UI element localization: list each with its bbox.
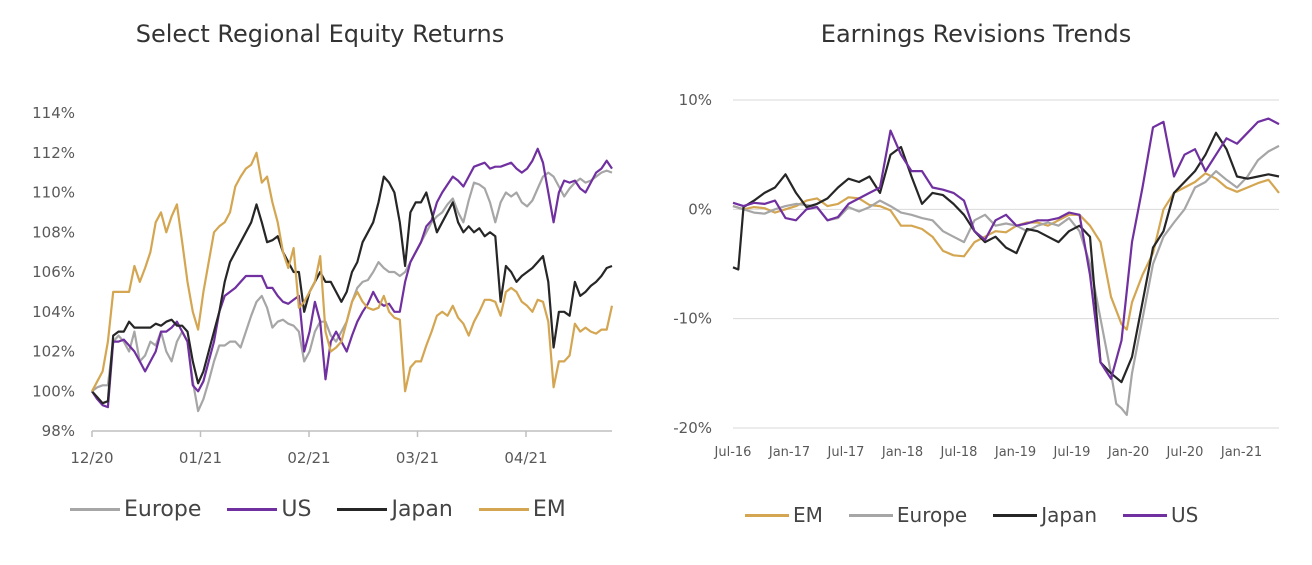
x-tick-label: Jan-18 [881, 445, 923, 460]
x-tick-label: 03/21 [396, 449, 439, 467]
x-tick-label: Jul-16 [714, 445, 752, 460]
y-tick-label: 106% [32, 263, 75, 281]
series-line-europe [91, 169, 613, 413]
legend-item-em: EM [478, 497, 566, 522]
y-tick-label: 98% [42, 422, 75, 440]
legend-swatch-us [227, 508, 278, 511]
y-tick-label: 110% [32, 184, 75, 202]
y-tick-label: 112% [32, 144, 75, 162]
legend: EM Europe Japan US [745, 503, 1198, 527]
legend-swatch-japan [337, 508, 388, 511]
legend-swatch-em [745, 513, 789, 517]
legend-label: EM [532, 497, 566, 522]
earnings-revisions-chart: -20% -10% 0% 10% Jul-16 Jan-17 Jul-17 Jan-18 Jul… [673, 91, 1280, 460]
legend-label: US [1171, 503, 1199, 527]
y-tick-label: 10% [679, 91, 712, 109]
chart-title: Earnings Revisions Trends [820, 20, 1132, 48]
series-line-em [91, 151, 614, 393]
x-tick-label: Jul-17 [827, 445, 865, 460]
x-tick-label: Jul-20 [1166, 445, 1204, 460]
legend-label: Europe [124, 497, 202, 522]
legend-swatch-us [1123, 513, 1168, 517]
legend-label: Europe [896, 503, 968, 527]
y-tick-label: 104% [32, 303, 75, 321]
y-tick-label: 108% [32, 223, 75, 241]
x-tick-label: Jan-21 [1220, 445, 1262, 460]
legend-item-em: EM [745, 503, 823, 527]
x-tick-label: Jan-20 [1107, 445, 1149, 460]
legend-item-us: US [1123, 503, 1198, 527]
y-tick-label: -10% [673, 310, 712, 328]
y-tick-label: 114% [32, 104, 75, 122]
series-line-em [732, 172, 1280, 331]
legend-item-japan: Japan [993, 503, 1097, 527]
earnings-revisions-panel: Earnings Revisions Trends -20% -10% 0% 10% J… [640, 0, 1312, 565]
legend-item-europe: Europe [70, 497, 201, 522]
legend: Europe US Japan EM [70, 497, 566, 522]
legend-item-japan: Japan [337, 497, 453, 522]
x-tick-label: 12/20 [70, 449, 113, 467]
equity-returns-chart: 98% 100% 102% 104% 106% 108% 110% 112% 114% 12/20… [32, 104, 614, 467]
x-tick-label: 01/21 [179, 449, 222, 467]
y-tick-label: -20% [673, 419, 712, 437]
y-tick-label: 0% [688, 200, 712, 218]
x-tick-label: Jul-19 [1053, 445, 1091, 460]
series-line-us [91, 147, 613, 409]
chart-title: Select Regional Equity Returns [135, 20, 505, 48]
series-line-europe [732, 144, 1280, 416]
series-line-japan [732, 131, 1280, 384]
legend-label: US [281, 497, 312, 522]
x-tick-label: 02/21 [287, 449, 330, 467]
legend-label: Japan [391, 497, 453, 522]
x-tick-label: Jan-17 [768, 445, 810, 460]
legend-item-europe: Europe [848, 503, 968, 527]
legend-label: Japan [1041, 503, 1098, 527]
legend-swatch-europe [70, 508, 120, 511]
series-line-japan [91, 175, 613, 405]
series-line-us [732, 117, 1280, 380]
legend-item-us: US [227, 497, 311, 522]
y-tick-label: 102% [32, 343, 75, 361]
legend-swatch-em [478, 508, 529, 511]
x-tick-label: Jan-19 [994, 445, 1036, 460]
x-tick-label: 04/21 [504, 449, 547, 467]
legend-swatch-japan [993, 513, 1038, 517]
y-tick-label: 100% [32, 382, 75, 400]
equity-returns-panel: Select Regional Equity Returns 98% 100% 10… [0, 0, 640, 565]
x-tick-label: Jul-18 [940, 445, 978, 460]
legend-swatch-europe [848, 513, 893, 517]
legend-label: EM [793, 503, 823, 527]
